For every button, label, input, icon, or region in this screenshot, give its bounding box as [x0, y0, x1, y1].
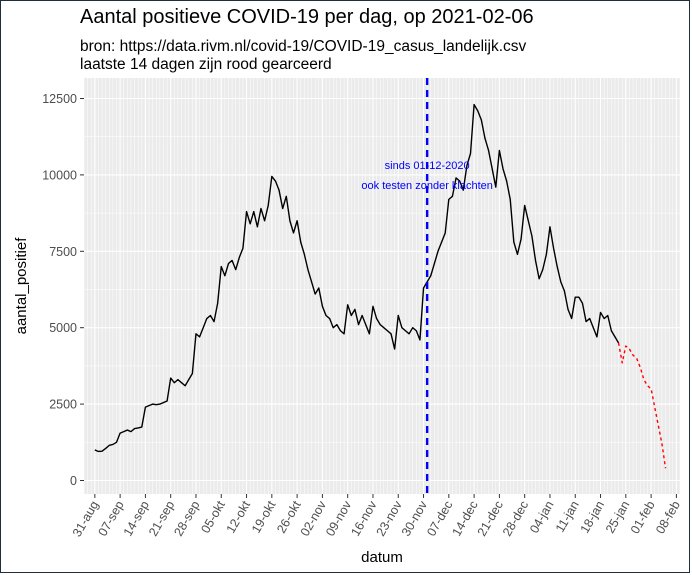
x-tick-label: 01-feb — [628, 498, 658, 536]
x-tick-label: 19-okt — [249, 498, 279, 536]
x-tick-label: 28-sep — [171, 498, 202, 538]
annotation-line-2: ook testen zonder klachten — [361, 180, 492, 192]
x-tick-label: 28-dec — [500, 499, 531, 539]
x-tick-label: 18-jan — [578, 498, 608, 535]
chart-title: Aantal positieve COVID-19 per dag, op 20… — [80, 6, 534, 28]
y-tick-label: 5000 — [49, 321, 77, 335]
x-tick-label: 05-okt — [198, 498, 228, 536]
y-tick-label: 0 — [70, 474, 77, 488]
y-tick-label: 2500 — [49, 398, 77, 412]
plot-panel — [84, 78, 680, 494]
series-line-observed — [94, 103, 620, 453]
data-series — [94, 103, 667, 469]
y-tick-label: 7500 — [49, 245, 77, 259]
series-line-last-14-days — [617, 342, 667, 469]
y-tick-label: 10000 — [42, 168, 77, 182]
y-axis-label: aantal_positief — [13, 237, 30, 335]
chart-subtitle-source: bron: https://data.rivm.nl/covid-19/COVI… — [80, 38, 527, 55]
x-tick-label: 04-jan — [527, 498, 557, 535]
grid-lines — [83, 78, 681, 494]
y-tick-label: 12500 — [42, 92, 77, 106]
x-tick-label: 12-okt — [224, 498, 254, 536]
x-tick-label: 08-feb — [653, 498, 683, 536]
x-axis-label: datum — [361, 549, 403, 566]
annotation-line-1: sinds 01-12-2020 — [385, 160, 470, 172]
chart-subtitle-note: laatste 14 dagen zijn rood gearceerd — [80, 56, 332, 73]
